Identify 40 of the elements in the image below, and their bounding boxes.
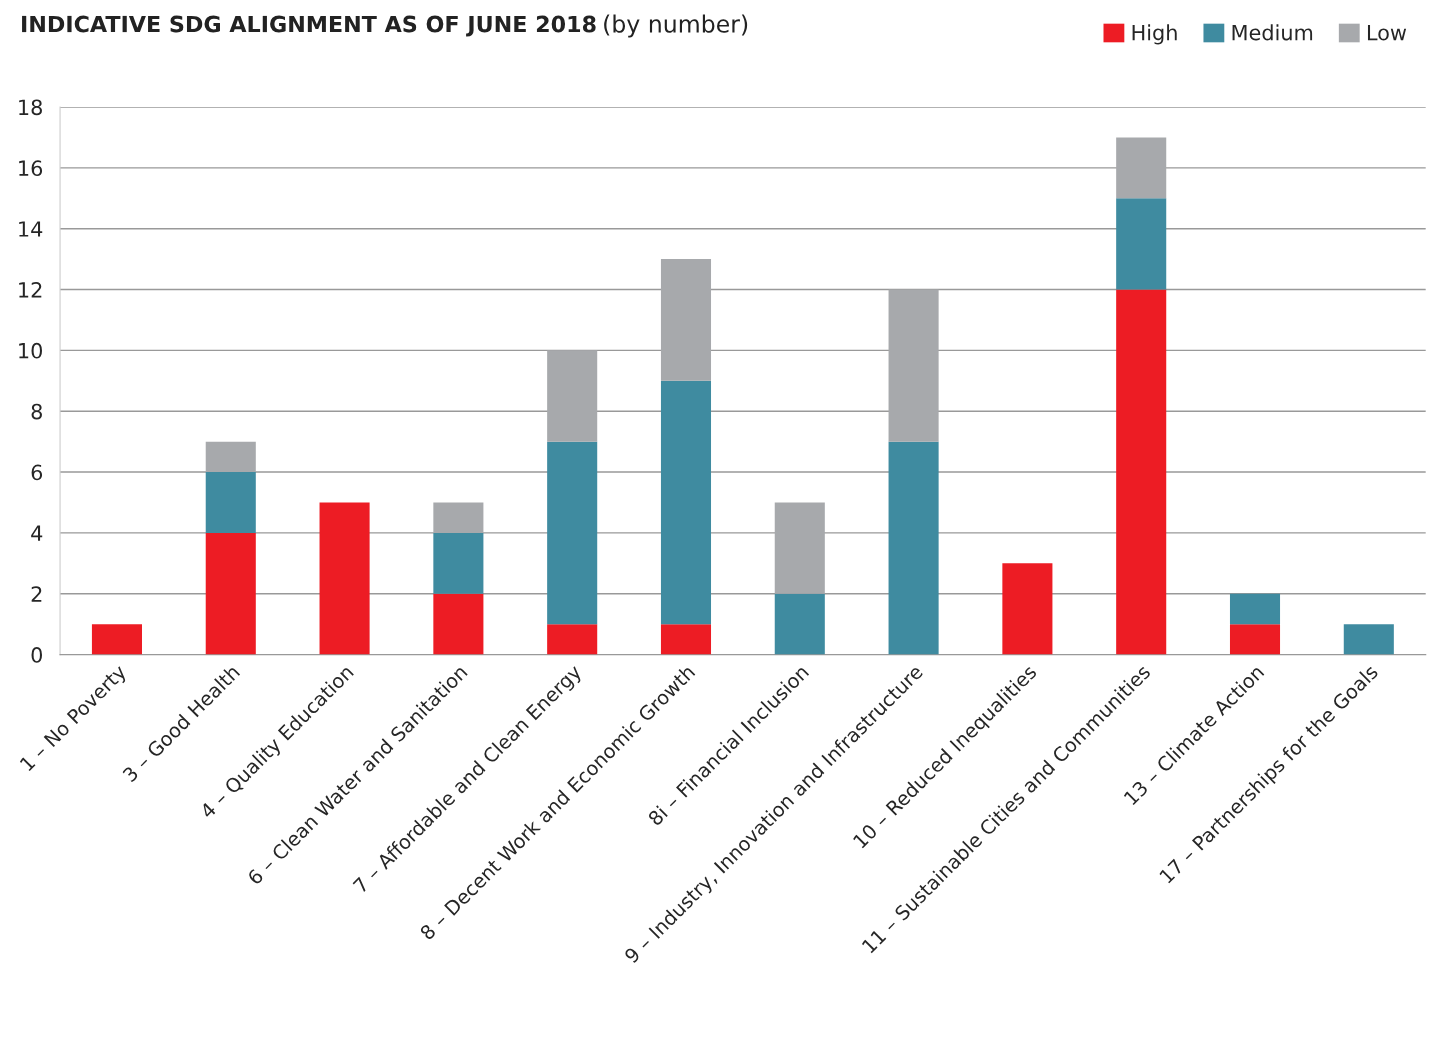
y-tick-label: 10 (19, 342, 43, 359)
bar (1002, 563, 1053, 655)
bar (660, 259, 712, 381)
bar (547, 441, 598, 625)
bar (433, 593, 484, 655)
y-tick-label: 4 (31, 525, 43, 541)
bar (91, 624, 142, 655)
bar (1116, 289, 1167, 655)
legend-label: Medium (1232, 24, 1313, 41)
bar (1229, 593, 1281, 625)
bar (1116, 137, 1167, 199)
bar (547, 350, 598, 442)
bar (774, 593, 825, 655)
bar (888, 441, 939, 655)
bar (205, 441, 256, 473)
bar (319, 502, 370, 655)
legend-label: Low (1367, 24, 1407, 41)
bar (888, 289, 939, 442)
bar (433, 532, 484, 594)
bar (205, 472, 256, 533)
bar (774, 502, 825, 594)
bar (1343, 624, 1394, 655)
y-tick-label: 6 (31, 464, 43, 481)
bar (660, 624, 712, 655)
y-tick-label: 16 (19, 160, 43, 177)
y-tick-label: 14 (19, 221, 43, 237)
bar (547, 624, 598, 655)
chart-subtitle: (by number) (604, 14, 748, 38)
chart-title: INDICATIVE SDG ALIGNMENT AS OF JUNE 2018 (22, 15, 596, 37)
y-tick-label: 12 (19, 281, 42, 298)
y-tick-label: 8 (31, 403, 42, 420)
legend-label: High (1132, 24, 1177, 45)
bar (433, 502, 484, 533)
bar (1116, 198, 1167, 290)
y-tick-label: 2 (31, 586, 42, 602)
y-tick-label: 18 (19, 99, 42, 116)
bar (660, 380, 712, 625)
y-tick-label: 0 (31, 647, 43, 663)
bar (205, 532, 256, 655)
bar (1229, 624, 1281, 655)
